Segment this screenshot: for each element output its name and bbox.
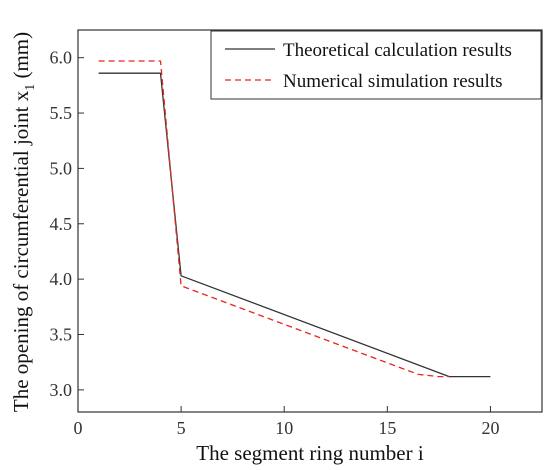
legend-label-numerical: Numerical simulation results xyxy=(283,71,503,92)
y-axis-label-main: The opening of circumferential joint x xyxy=(9,90,33,412)
plot-frame xyxy=(77,29,543,413)
series-line-numerical xyxy=(98,60,450,378)
y-tick-label: 6.0 xyxy=(50,48,73,68)
y-axis-label-unit: (mm) xyxy=(9,32,33,84)
series-group xyxy=(98,60,491,378)
y-tick-label: 4.0 xyxy=(50,269,73,289)
y-tick-label: 3.0 xyxy=(50,380,73,400)
legend-label-theoretical: Theoretical calculation results xyxy=(283,40,512,61)
y-tick-label: 3.5 xyxy=(50,324,73,344)
ticks: 0 5 10 15 20 3.0 3.5 4.0 4.5 5.0 5.5 6.0 xyxy=(50,48,500,438)
y-tick-label: 5.5 xyxy=(50,103,73,123)
series-line-theoretical xyxy=(98,72,491,378)
y-axis-label: The opening of circumferential joint x1 … xyxy=(9,32,38,412)
legend-box xyxy=(210,30,542,100)
legend: Theoretical calculation results Numerica… xyxy=(210,30,542,100)
y-tick-label: 5.0 xyxy=(50,158,73,178)
y-axis-label-subscript: 1 xyxy=(23,84,38,91)
y-tick-label: 4.5 xyxy=(50,214,73,234)
x-tick-label: 0 xyxy=(74,418,83,438)
x-tick-label: 15 xyxy=(378,418,396,438)
x-tick-label: 10 xyxy=(275,418,293,438)
x-tick-label: 5 xyxy=(177,418,186,438)
x-tick-label: 20 xyxy=(481,418,499,438)
x-axis-label: The segment ring number i xyxy=(196,441,424,465)
